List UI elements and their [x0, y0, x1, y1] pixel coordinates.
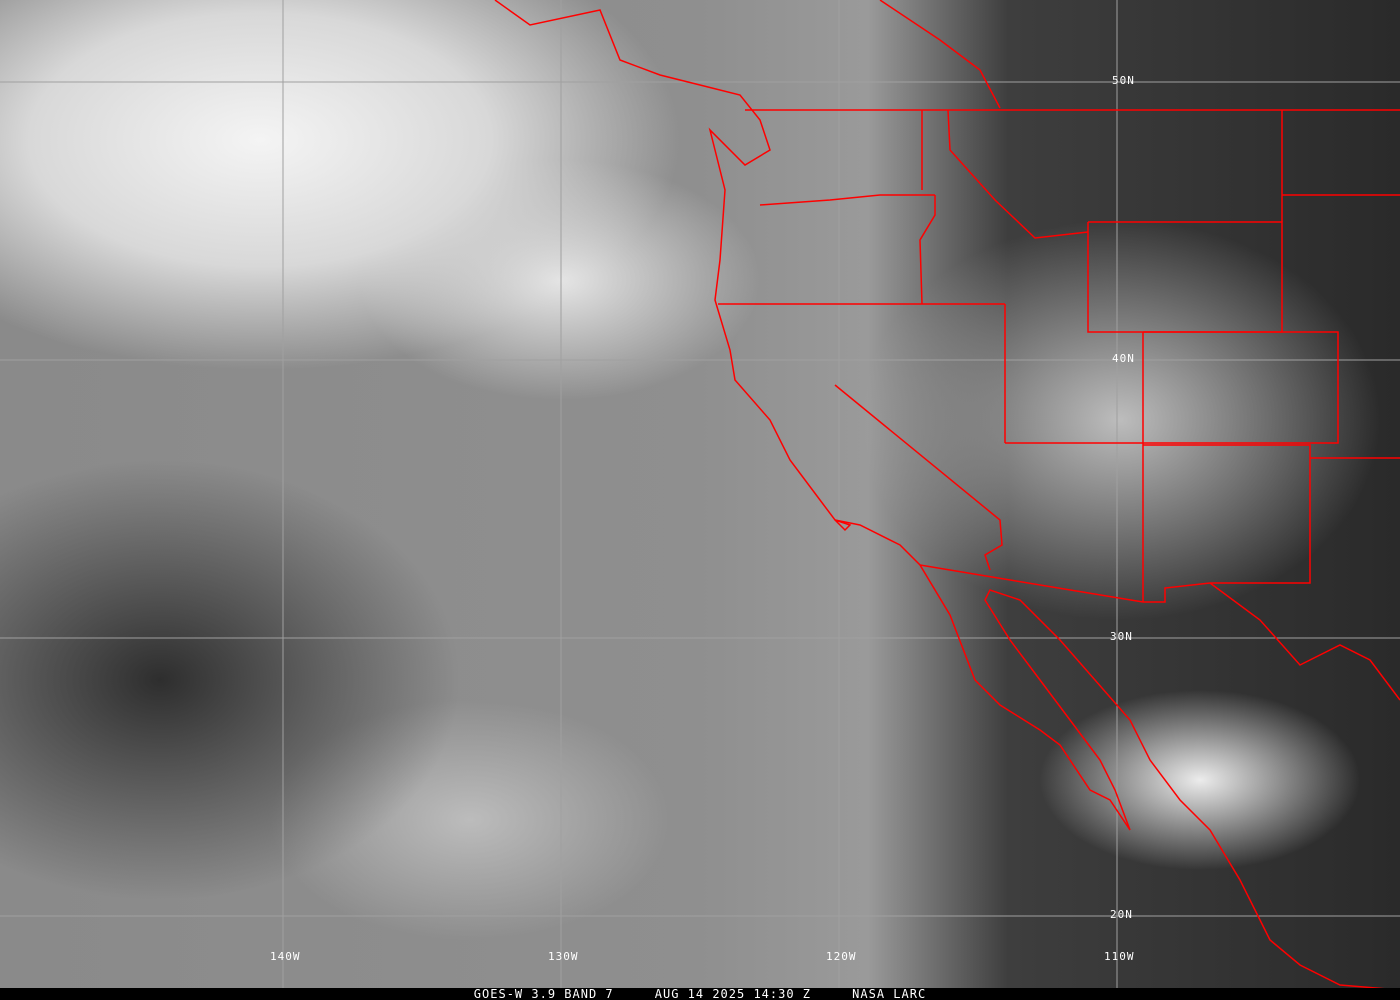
lat-label-30n: 30N — [1110, 630, 1133, 643]
canada-border-north — [879, 0, 1001, 109]
political-borders — [494, 0, 1400, 991]
coastline-pnw — [494, 0, 1131, 831]
lat-label-50n: 50N — [1112, 74, 1135, 87]
lat-label-40n: 40N — [1112, 352, 1135, 365]
coastline-gulf-california — [984, 589, 1400, 991]
mexico-interior — [1209, 582, 1400, 701]
lon-label-140w: 140W — [270, 950, 301, 963]
wa-or-border — [759, 194, 935, 206]
image-caption-bar: GOES-W 3.9 BAND 7 AUG 14 2025 14:30 Z NA… — [0, 988, 1400, 1000]
satellite-band: GOES-W 3.9 BAND 7 — [473, 987, 614, 1000]
or-id-border — [919, 195, 936, 305]
lon-label-110w: 110W — [1104, 950, 1135, 963]
id-mt-border — [947, 109, 1089, 239]
source-credit: NASA LARC — [852, 987, 927, 1000]
channel-islands — [834, 519, 852, 532]
lon-label-130w: 130W — [548, 950, 579, 963]
lon-label-120w: 120W — [826, 950, 857, 963]
lat-label-20n: 20N — [1110, 908, 1133, 921]
ut-co-border — [1005, 331, 1339, 444]
timestamp: AUG 14 2025 14:30 Z — [654, 987, 812, 1000]
ca-nv-border — [834, 384, 1003, 571]
nm-border — [1143, 444, 1311, 603]
us-mexico-border — [919, 564, 1144, 603]
